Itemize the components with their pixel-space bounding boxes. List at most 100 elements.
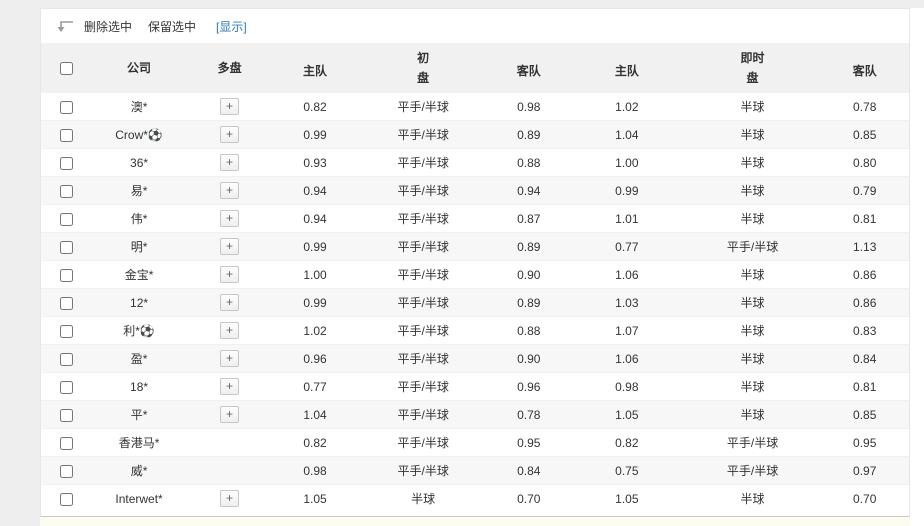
table-row: Crow*⚽ +0.99 平手/半球 0.89 1.04 半球 0.85: [41, 120, 909, 149]
row-select-checkbox[interactable]: [59, 296, 73, 310]
initial-away-odds: 0.90: [488, 260, 569, 289]
multi-cell: +: [186, 316, 273, 345]
table-row: 盈* +0.96 平手/半球 0.90 1.06 半球 0.84: [41, 344, 909, 373]
expand-plus-button[interactable]: +: [220, 154, 240, 171]
table-row: 易* +0.94 平手/半球 0.94 0.99 半球 0.79: [41, 176, 909, 205]
row-select-checkbox[interactable]: [59, 352, 73, 366]
live-away-odds: 0.70: [820, 484, 909, 513]
expand-plus-button[interactable]: +: [220, 182, 240, 199]
expand-plus-button[interactable]: +: [220, 350, 240, 367]
live-handicap: 半球: [684, 92, 821, 121]
expand-plus-button[interactable]: +: [220, 378, 240, 395]
row-select-checkbox[interactable]: [59, 492, 73, 506]
expand-plus-button[interactable]: +: [220, 294, 240, 311]
delete-selected-button[interactable]: 删除选中: [84, 19, 133, 34]
live-home-odds: 1.00: [569, 148, 685, 177]
company-cell: 利*⚽: [91, 316, 187, 345]
live-home-odds: 0.77: [569, 232, 685, 261]
initial-away-odds: 0.89: [488, 120, 569, 149]
initial-home-odds: 0.77: [272, 372, 358, 401]
row-select-checkbox[interactable]: [59, 324, 73, 338]
live-away-odds: 0.81: [820, 372, 909, 401]
select-all-checkbox[interactable]: [59, 61, 73, 75]
row-select-checkbox[interactable]: [59, 212, 73, 226]
expand-plus-button[interactable]: +: [220, 126, 240, 143]
initial-away-odds: 0.95: [488, 428, 569, 457]
table-row: 36* +0.93 平手/半球 0.88 1.00 半球 0.80: [41, 148, 909, 177]
live-home-odds: 1.04: [569, 120, 685, 149]
odds-panel: 删除选中 保留选中 [显示] 公司 多盘 主队: [40, 8, 910, 517]
expand-plus-button[interactable]: +: [220, 266, 240, 283]
multi-cell: +: [186, 484, 273, 513]
initial-home-odds: 0.96: [272, 344, 358, 373]
company-name: 平*: [130, 408, 148, 422]
row-select-checkbox[interactable]: [59, 100, 73, 114]
live-away-odds: 0.85: [820, 400, 909, 429]
live-away-odds: 0.83: [820, 316, 909, 345]
initial-handicap: 平手/半球: [357, 148, 489, 177]
table-row: 平* +1.04 平手/半球 0.78 1.05 半球 0.85: [41, 400, 909, 429]
expand-plus-button[interactable]: +: [220, 490, 240, 508]
expand-plus-button[interactable]: +: [220, 210, 240, 227]
live-home-odds: 0.99: [569, 176, 685, 205]
header-live-away: 客队: [820, 43, 909, 93]
row-select-checkbox[interactable]: [59, 184, 73, 198]
initial-handicap: 半球: [357, 484, 489, 513]
live-home-odds: 1.06: [569, 344, 685, 373]
company-cell: Interwet*: [91, 484, 187, 513]
live-away-odds: 0.97: [820, 456, 909, 485]
company-cell: 12*: [91, 288, 187, 317]
header-live-group: 即时 盘: [684, 43, 821, 93]
company-cell: Crow*⚽: [91, 120, 187, 149]
row-select-checkbox[interactable]: [59, 464, 73, 478]
initial-home-odds: 0.94: [272, 176, 358, 205]
initial-away-odds: 0.96: [488, 372, 569, 401]
initial-home-odds: 1.00: [272, 260, 358, 289]
expand-plus-button[interactable]: +: [220, 322, 240, 339]
row-select-checkbox[interactable]: [59, 240, 73, 254]
initial-home-odds: 0.99: [272, 232, 358, 261]
show-link[interactable]: [显示]: [216, 19, 247, 34]
initial-handicap: 平手/半球: [357, 456, 489, 485]
company-name: 利*⚽: [123, 324, 155, 338]
expand-plus-button[interactable]: +: [220, 406, 240, 423]
initial-home-odds: 1.05: [272, 484, 358, 513]
multi-cell: +: [186, 400, 273, 429]
row-select-cell: [41, 456, 92, 485]
row-select-cell: [41, 120, 92, 149]
initial-away-odds: 0.89: [488, 232, 569, 261]
row-select-checkbox[interactable]: [59, 128, 73, 142]
header-live-home: 主队: [569, 43, 685, 93]
row-select-cell: [41, 372, 92, 401]
table-row: 威* 0.98 平手/半球 0.84 0.75 平手/半球 0.97: [41, 456, 909, 485]
expand-plus-button[interactable]: +: [220, 98, 240, 115]
live-away-odds: 1.13: [820, 232, 909, 261]
row-select-checkbox[interactable]: [59, 380, 73, 394]
table-row: 12* +0.99 平手/半球 0.89 1.03 半球 0.86: [41, 288, 909, 317]
row-select-cell: [41, 176, 92, 205]
row-select-checkbox[interactable]: [59, 408, 73, 422]
multi-cell: +: [186, 92, 273, 121]
live-handicap: 平手/半球: [684, 456, 821, 485]
initial-home-odds: 0.94: [272, 204, 358, 233]
initial-away-odds: 0.78: [488, 400, 569, 429]
live-handicap: 半球: [684, 120, 821, 149]
row-select-checkbox[interactable]: [59, 436, 73, 450]
row-select-checkbox[interactable]: [59, 268, 73, 282]
company-name: 威*: [130, 464, 148, 478]
multi-cell: +: [186, 176, 273, 205]
initial-home-odds: 1.02: [272, 316, 358, 345]
company-name: 盈*: [130, 352, 148, 366]
live-handicap: 半球: [684, 148, 821, 177]
expand-plus-button[interactable]: +: [220, 238, 240, 255]
corner-return-arrow-icon: [57, 21, 73, 32]
company-cell: 易*: [91, 176, 187, 205]
initial-handicap: 平手/半球: [357, 428, 489, 457]
company-name: 澳*: [130, 100, 148, 114]
live-home-odds: 1.07: [569, 316, 685, 345]
row-select-cell: [41, 484, 92, 513]
keep-selected-button[interactable]: 保留选中: [148, 19, 197, 34]
initial-handicap: 平手/半球: [357, 232, 489, 261]
row-select-checkbox[interactable]: [59, 156, 73, 170]
